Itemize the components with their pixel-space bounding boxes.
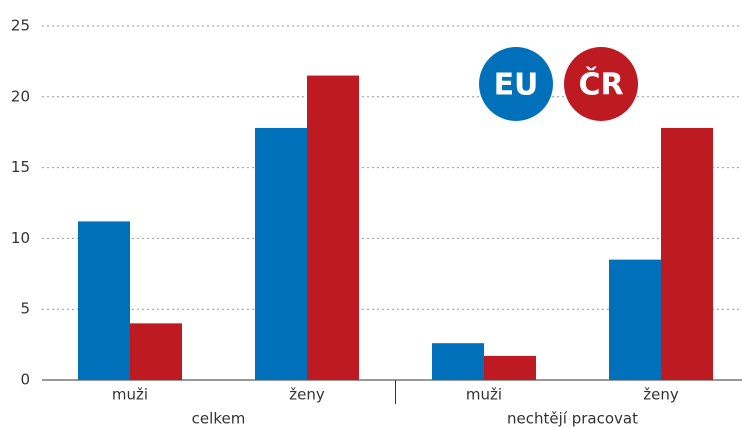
y-tick-label: 5: [20, 300, 30, 318]
group-label: nechtějí pracovat: [507, 410, 638, 428]
legend-label: ČR: [578, 66, 623, 103]
bar: [130, 323, 182, 380]
legend-label: EU: [494, 68, 539, 103]
x-tick-label: muži: [466, 386, 502, 404]
bar: [432, 343, 484, 380]
bar: [609, 259, 661, 380]
y-tick-label: 15: [11, 158, 30, 176]
y-tick-label: 0: [20, 371, 30, 389]
bar: [255, 127, 307, 381]
group-label: celkem: [192, 410, 246, 428]
x-tick-label: muži: [112, 386, 148, 404]
bar: [661, 127, 713, 381]
legend-marker: [479, 47, 553, 121]
x-tick-label: ženy: [643, 386, 679, 404]
y-tick-label: 10: [11, 229, 30, 247]
bar: [78, 221, 130, 380]
bar: [484, 355, 536, 380]
y-tick-label: 25: [11, 17, 30, 35]
bar: [307, 75, 359, 380]
x-tick-label: ženy: [289, 386, 325, 404]
legend-marker: [564, 47, 638, 121]
y-tick-label: 20: [11, 87, 30, 105]
